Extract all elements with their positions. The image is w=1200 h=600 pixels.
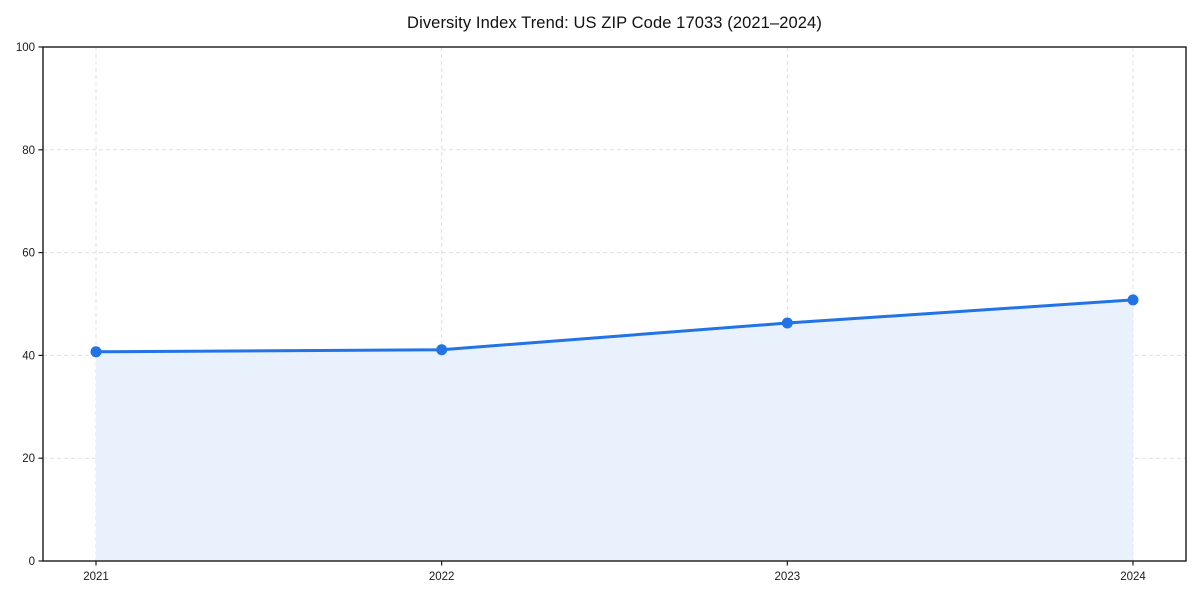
y-tick-label: 100 [16, 42, 35, 54]
data-point-marker [436, 344, 448, 356]
y-tick-label: 20 [22, 453, 35, 465]
y-tick-label: 0 [29, 556, 35, 568]
y-tick-label: 60 [22, 248, 35, 260]
area-fill [96, 299, 1133, 561]
data-point-marker [781, 317, 793, 329]
x-tick-label: 2021 [83, 571, 109, 583]
x-tick-label: 2024 [1120, 571, 1146, 583]
x-tick-label: 2022 [429, 571, 455, 583]
data-point-marker [1127, 294, 1139, 306]
data-point-marker [90, 346, 102, 358]
trend-line [94, 298, 1135, 354]
x-tick-label: 2023 [775, 571, 801, 583]
y-tick-label: 80 [22, 145, 35, 157]
y-tick-label: 40 [22, 350, 35, 362]
chart-title: Diversity Index Trend: US ZIP Code 17033… [407, 14, 822, 32]
axis-frame [42, 46, 1187, 562]
